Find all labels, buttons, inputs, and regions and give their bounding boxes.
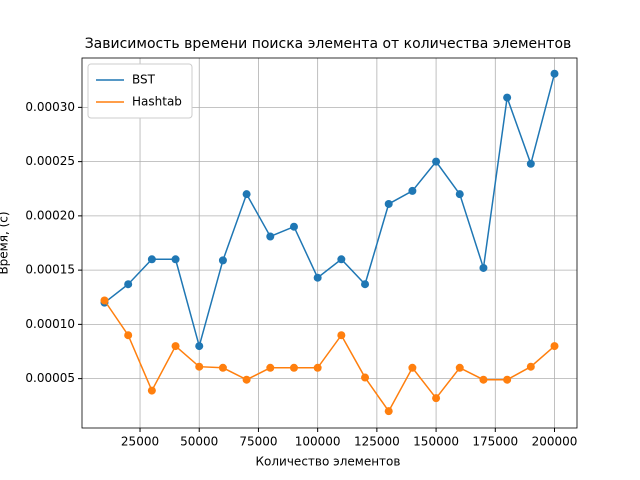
- y-tick-label: 0.00005: [25, 371, 75, 385]
- data-point: [432, 157, 441, 166]
- x-tick-label: 50000: [180, 435, 218, 449]
- x-tick-label: 125000: [354, 435, 400, 449]
- data-point: [408, 186, 417, 195]
- data-point: [124, 280, 133, 289]
- data-point: [313, 363, 322, 372]
- data-point: [124, 331, 133, 340]
- data-point: [550, 342, 559, 351]
- data-point: [408, 363, 417, 372]
- data-point: [242, 190, 251, 199]
- data-point: [313, 273, 322, 282]
- data-point: [147, 255, 156, 264]
- data-point: [266, 363, 275, 372]
- data-point: [195, 362, 204, 371]
- data-point: [147, 386, 156, 395]
- legend-label: BST: [132, 73, 156, 87]
- data-point: [171, 342, 180, 351]
- data-point: [361, 280, 370, 289]
- legend: BST Hashtab: [87, 63, 193, 119]
- data-point: [479, 375, 488, 384]
- x-tick-label: 175000: [472, 435, 518, 449]
- y-tick-label: 0.00020: [25, 208, 75, 222]
- y-tick-label: 0.00025: [25, 154, 75, 168]
- data-point: [455, 363, 464, 372]
- data-point: [218, 363, 227, 372]
- data-point: [432, 394, 441, 403]
- legend-label: Hashtab: [132, 95, 182, 109]
- plot-frame: [81, 57, 578, 429]
- series-line: [104, 73, 556, 349]
- x-tick-label: 25000: [121, 435, 159, 449]
- y-tick-label: 0.00015: [25, 263, 75, 277]
- series-line: [103, 300, 555, 413]
- data-point: [218, 256, 227, 265]
- data-point: [100, 296, 109, 305]
- data-point: [526, 159, 535, 168]
- data-point: [289, 363, 298, 372]
- x-axis-label: Количество элементов: [256, 455, 401, 469]
- data-point: [242, 375, 251, 384]
- data-point: [479, 263, 488, 272]
- data-point: [171, 255, 180, 264]
- y-axis-label: Время, (с): [0, 211, 11, 274]
- data-point: [195, 342, 204, 351]
- y-tick-label: 0.00030: [25, 100, 75, 114]
- y-tick-label: 0.00010: [25, 317, 75, 331]
- x-tick-label: 200000: [532, 435, 578, 449]
- chart-title: Зависимость времени поиска элемента от к…: [85, 36, 572, 52]
- data-point: [503, 375, 512, 384]
- data-point: [266, 232, 275, 241]
- data-point: [289, 222, 298, 231]
- data-point: [337, 331, 346, 340]
- x-tick-label: 100000: [295, 435, 341, 449]
- x-tick-label: 150000: [413, 435, 459, 449]
- data-point: [384, 199, 393, 208]
- data-point: [526, 362, 535, 371]
- x-tick-label: 75000: [239, 435, 277, 449]
- data-point: [455, 190, 464, 199]
- legend-box: [87, 63, 193, 119]
- data-point: [361, 373, 370, 382]
- data-point: [550, 69, 559, 78]
- data-point: [384, 407, 393, 416]
- data-point: [337, 255, 346, 264]
- data-point: [503, 93, 512, 102]
